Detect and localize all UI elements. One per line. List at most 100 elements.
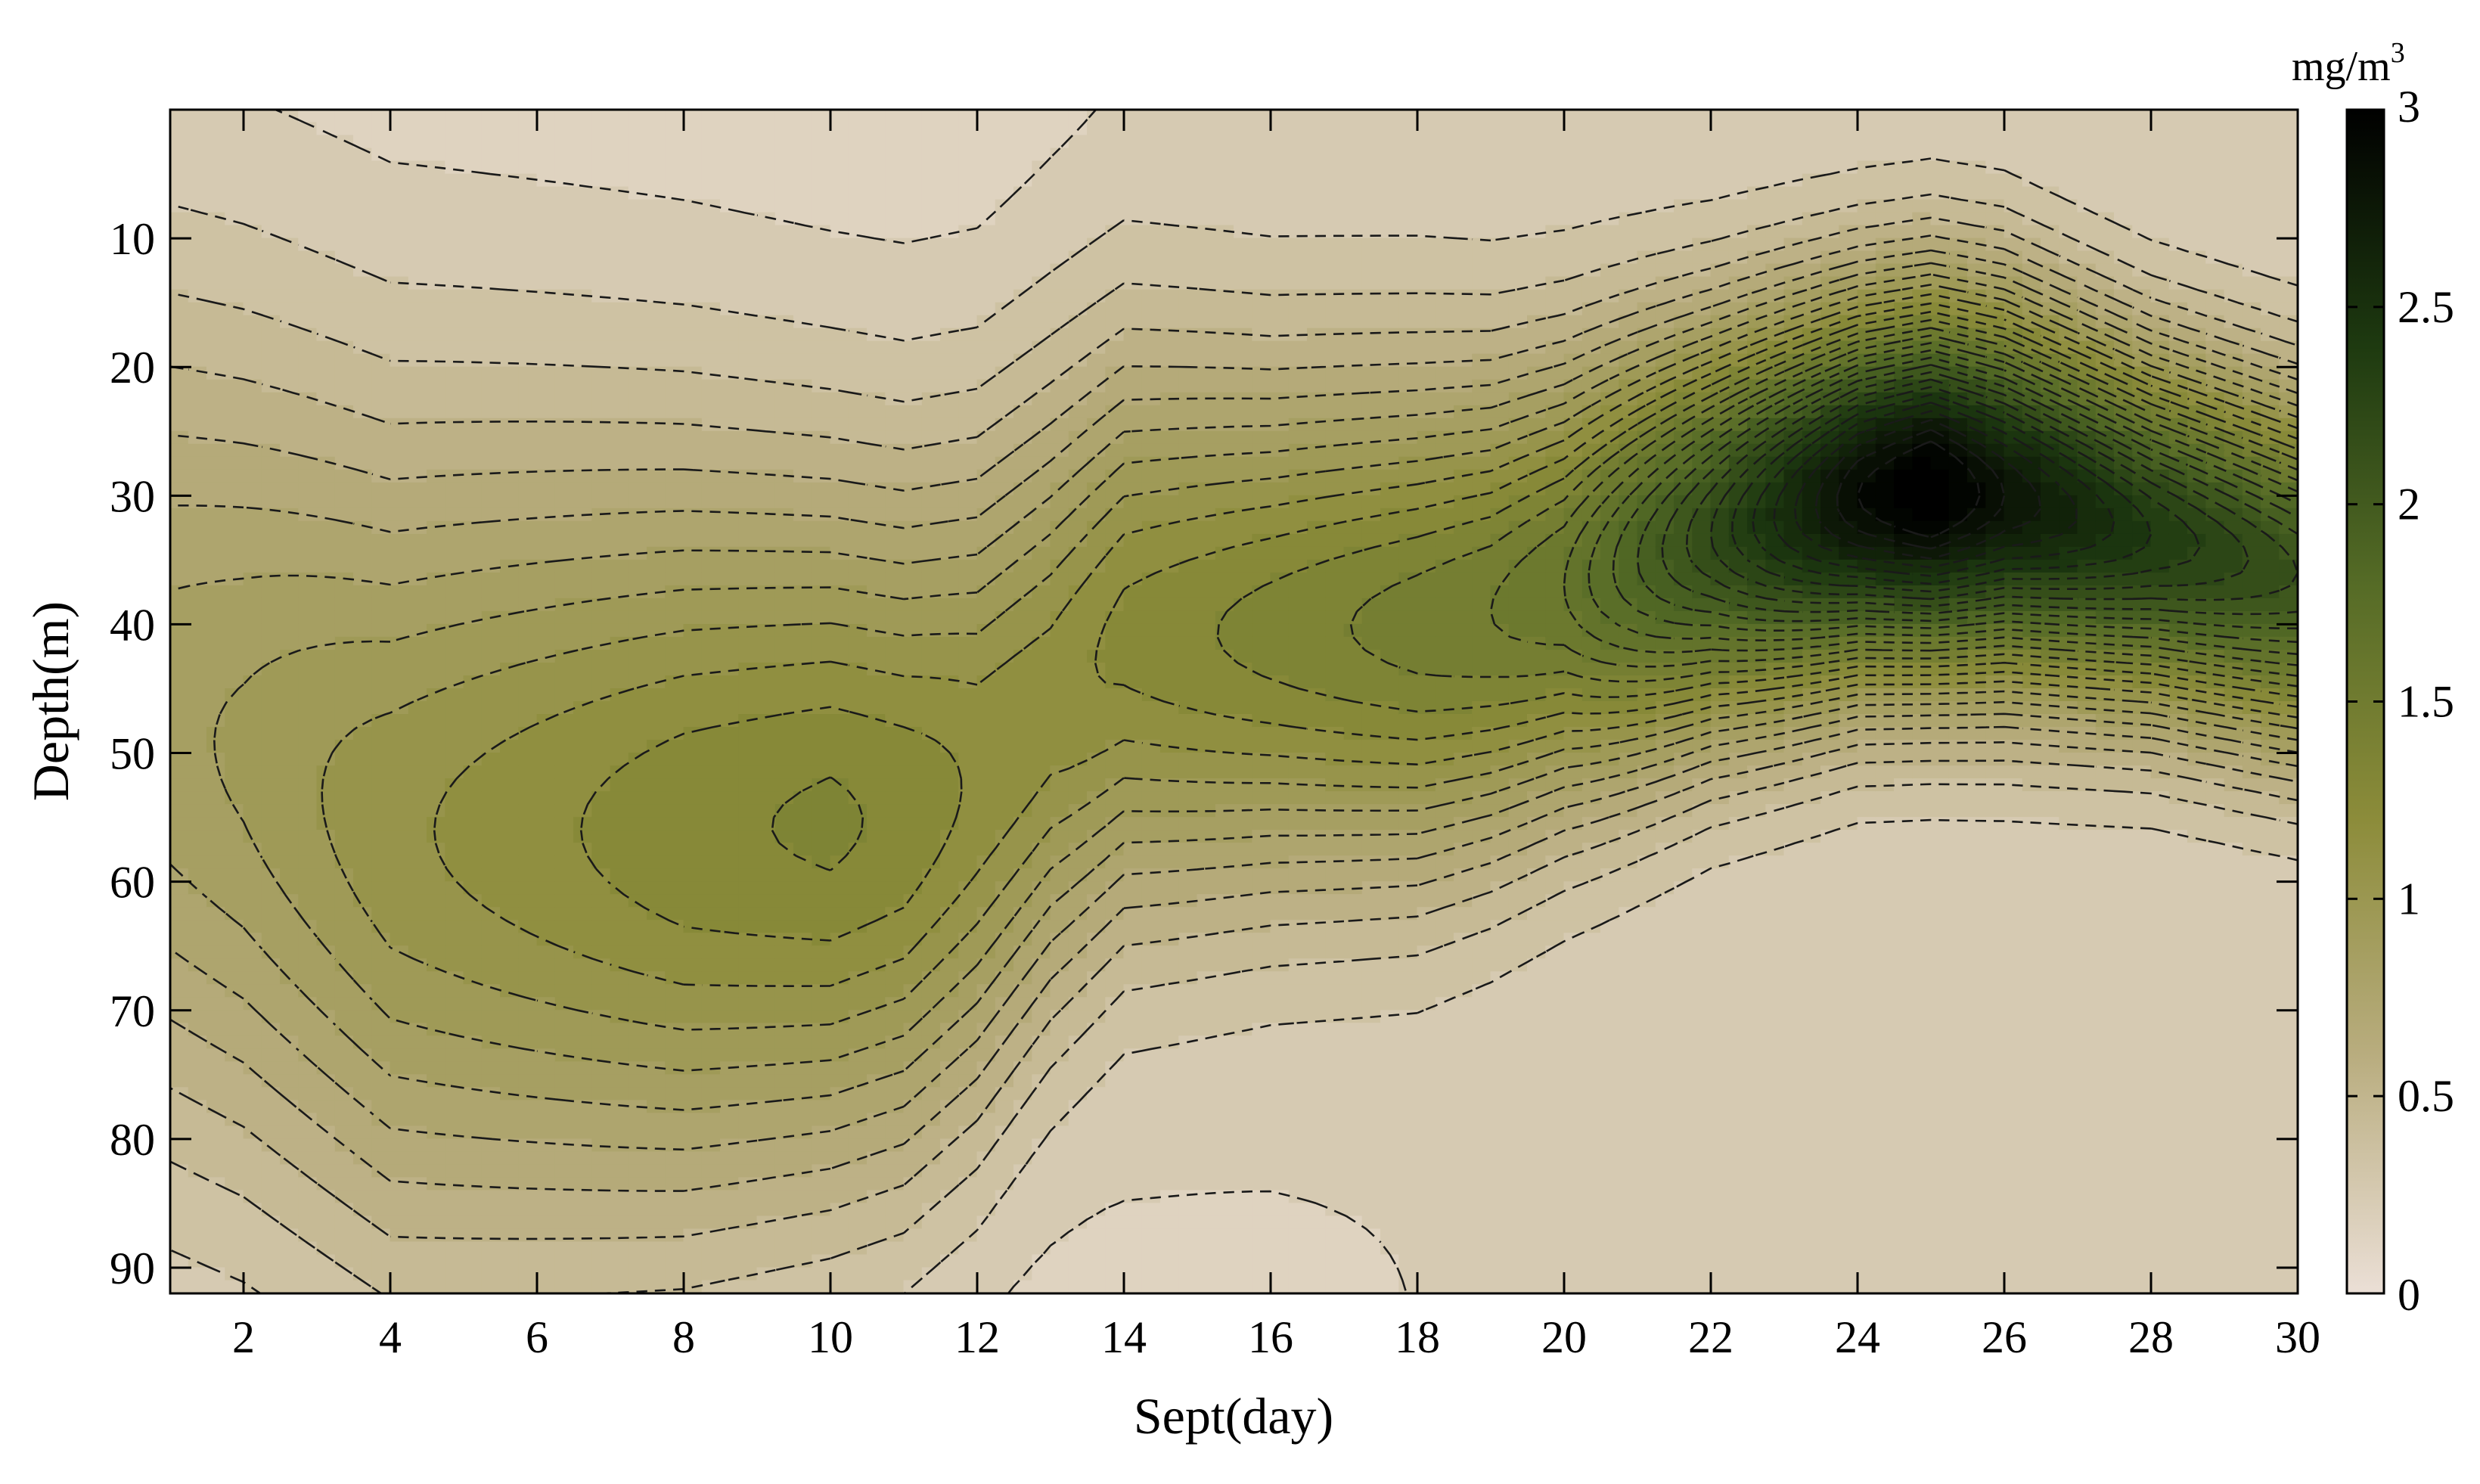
heatmap-cell xyxy=(647,1035,666,1050)
heatmap-cell xyxy=(334,610,355,625)
heatmap-cell xyxy=(885,212,905,226)
heatmap-cell xyxy=(188,945,208,960)
heatmap-cell xyxy=(298,186,318,200)
heatmap-cell xyxy=(536,958,556,973)
heatmap-cell xyxy=(463,791,483,806)
heatmap-cell xyxy=(903,945,923,960)
heatmap-cell xyxy=(573,907,593,921)
heatmap-cell xyxy=(958,610,978,625)
heatmap-cell xyxy=(536,1241,556,1256)
heatmap-cell xyxy=(463,482,483,496)
heatmap-cell xyxy=(1013,430,1033,445)
heatmap-cell xyxy=(206,585,226,599)
heatmap-cell xyxy=(170,147,189,162)
heatmap-cell xyxy=(610,456,629,470)
heatmap-cell xyxy=(885,520,905,535)
heatmap-cell xyxy=(500,894,520,908)
heatmap-cell xyxy=(1123,1138,1143,1153)
heatmap-cell xyxy=(628,430,648,445)
heatmap-cell xyxy=(591,636,611,650)
heatmap-cell xyxy=(591,804,611,818)
heatmap-cell xyxy=(995,1151,1015,1166)
heatmap-cell xyxy=(958,791,978,806)
heatmap-cell xyxy=(995,1215,1015,1230)
heatmap-cell xyxy=(774,1203,795,1217)
heatmap-cell xyxy=(1141,289,1162,303)
heatmap-cell xyxy=(1123,1113,1143,1127)
heatmap-cell xyxy=(903,559,923,573)
heatmap-cell xyxy=(518,907,538,921)
heatmap-cell xyxy=(243,1087,262,1101)
heatmap-cell xyxy=(536,225,556,239)
heatmap-cell xyxy=(445,508,464,522)
heatmap-cell xyxy=(976,623,996,638)
heatmap-cell xyxy=(316,572,336,586)
heatmap-cell xyxy=(500,315,520,329)
heatmap-cell xyxy=(683,1048,703,1063)
heatmap-cell xyxy=(316,714,336,728)
heatmap-cell xyxy=(903,160,923,175)
heatmap-cell xyxy=(628,1138,648,1153)
heatmap-cell xyxy=(1068,1048,1088,1063)
heatmap-cell xyxy=(995,1010,1015,1024)
heatmap-cell xyxy=(848,315,868,329)
heatmap-cell xyxy=(280,418,300,432)
heatmap-cell xyxy=(408,302,428,316)
heatmap-cell xyxy=(921,1151,942,1166)
heatmap-cell xyxy=(628,1215,648,1230)
heatmap-cell xyxy=(573,122,593,136)
heatmap-cell xyxy=(903,508,923,522)
heatmap-cell xyxy=(390,855,409,870)
heatmap-cell xyxy=(298,340,318,355)
heatmap-cell xyxy=(1068,881,1088,896)
heatmap-cell xyxy=(353,546,373,560)
heatmap-cell xyxy=(554,958,575,973)
heatmap-cell xyxy=(867,122,886,136)
heatmap-cell xyxy=(427,675,446,689)
heatmap-cell xyxy=(940,907,960,921)
heatmap-cell xyxy=(408,366,428,380)
heatmap-cell xyxy=(298,212,318,226)
heatmap-cell xyxy=(1141,559,1162,573)
heatmap-cell xyxy=(353,508,373,522)
heatmap-cell xyxy=(390,482,409,496)
heatmap-cell xyxy=(940,122,960,136)
heatmap-cell xyxy=(1032,765,1051,780)
heatmap-cell xyxy=(390,610,409,625)
heatmap-cell xyxy=(610,1035,629,1050)
heatmap-cell xyxy=(628,1164,648,1178)
heatmap-cell xyxy=(701,778,722,793)
heatmap-cell xyxy=(427,418,446,432)
heatmap-cell xyxy=(500,302,520,316)
heatmap-cell xyxy=(647,650,666,663)
heatmap-cell xyxy=(261,791,281,806)
heatmap-cell xyxy=(793,122,813,136)
heatmap-cell xyxy=(1087,160,1107,175)
heatmap-cell xyxy=(812,714,831,728)
heatmap-cell xyxy=(298,1100,318,1114)
heatmap-cell xyxy=(1013,250,1033,265)
heatmap-cell xyxy=(903,199,923,213)
heatmap-cell xyxy=(976,663,996,676)
heatmap-cell xyxy=(554,379,575,393)
heatmap-cell xyxy=(316,1254,336,1268)
heatmap-cell xyxy=(1032,1267,1051,1281)
heatmap-cell xyxy=(573,238,593,252)
heatmap-cell xyxy=(481,855,501,870)
heatmap-cell xyxy=(243,1190,262,1204)
heatmap-cell xyxy=(518,379,538,393)
heatmap-cell xyxy=(995,1228,1015,1243)
heatmap-cell xyxy=(261,135,281,149)
heatmap-cell xyxy=(848,276,868,290)
heatmap-cell xyxy=(976,997,996,1011)
heatmap-cell xyxy=(885,160,905,175)
heatmap-cell xyxy=(665,392,684,406)
heatmap-cell xyxy=(170,456,189,470)
heatmap-cell xyxy=(225,289,244,303)
heatmap-cell xyxy=(921,302,942,316)
heatmap-cell xyxy=(573,1241,593,1256)
heatmap-cell xyxy=(995,353,1015,368)
heatmap-cell xyxy=(995,212,1015,226)
heatmap-cell xyxy=(1013,1087,1033,1101)
heatmap-cell xyxy=(756,250,776,265)
